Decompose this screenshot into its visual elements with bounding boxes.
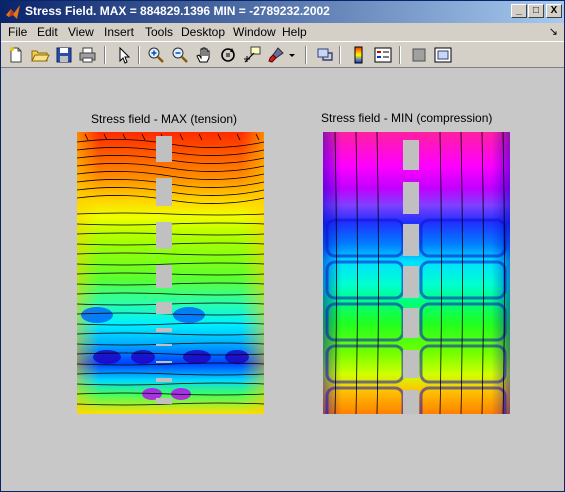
rotate-3d-icon[interactable] — [218, 45, 238, 65]
stress-tick — [122, 133, 127, 141]
stress-band — [419, 260, 507, 300]
stress-line — [77, 362, 264, 366]
figure-toolbar — [1, 41, 564, 68]
menu-tools[interactable]: Tools — [145, 25, 174, 39]
stress-line — [355, 132, 358, 414]
stress-line — [77, 262, 264, 266]
hole — [156, 398, 172, 404]
stress-line — [77, 252, 264, 256]
hole — [156, 378, 172, 382]
stress-line — [439, 132, 442, 414]
toolbar-separator — [305, 46, 307, 64]
stress-tick — [84, 133, 89, 141]
hole — [156, 302, 172, 314]
stress-tick — [198, 133, 203, 141]
colorbar-icon[interactable] — [349, 45, 369, 65]
maximize-button[interactable]: □ — [528, 4, 544, 18]
menu-desktop[interactable]: Desktop — [181, 25, 226, 39]
stress-line — [77, 322, 264, 326]
window-title: Stress Field. MAX = 884829.1396 MIN = -2… — [25, 4, 330, 18]
toolbar-separator — [104, 46, 106, 64]
stress-line — [77, 163, 264, 172]
close-button[interactable]: X — [546, 4, 562, 18]
toolbar-separator — [138, 46, 140, 64]
toolbar-separator — [399, 46, 401, 64]
hole — [403, 140, 419, 170]
menu-view[interactable]: View — [68, 25, 94, 39]
legend-icon[interactable] — [373, 45, 393, 65]
hole — [403, 224, 419, 256]
hole — [403, 390, 419, 414]
stress-line — [77, 352, 264, 356]
stress-tick — [236, 133, 241, 141]
stress-tick — [141, 133, 146, 141]
hole — [156, 136, 172, 162]
menu-window[interactable]: Window — [233, 25, 276, 39]
stress-line — [502, 132, 505, 414]
hole — [156, 328, 172, 332]
hole — [403, 266, 419, 298]
stress-line — [481, 132, 484, 414]
hole — [156, 265, 172, 288]
stress-tick — [103, 133, 108, 141]
hole — [156, 361, 172, 363]
pan-hand-icon[interactable] — [194, 45, 214, 65]
hole — [403, 182, 419, 214]
new-file-icon[interactable] — [6, 45, 26, 65]
stress-line — [77, 212, 264, 216]
stress-band — [419, 344, 507, 384]
toolbar-separator — [339, 46, 341, 64]
print-icon[interactable] — [78, 45, 98, 65]
zoom-in-icon[interactable] — [146, 45, 166, 65]
stress-min-plot[interactable] — [323, 132, 510, 414]
stress-max-plot[interactable] — [77, 132, 264, 414]
stress-band — [419, 218, 507, 258]
stress-line — [77, 171, 264, 180]
stress-line — [77, 382, 264, 386]
figure-canvas[interactable]: Stress field - MAX (tension) Stress fiel… — [1, 68, 564, 491]
stress-line — [460, 132, 463, 414]
menu-help[interactable]: Help — [282, 25, 307, 39]
stress-line — [376, 132, 379, 414]
stress-tick — [179, 133, 184, 141]
stress-line — [77, 332, 264, 336]
hole — [156, 178, 172, 206]
hole — [403, 350, 419, 378]
open-file-icon[interactable] — [30, 45, 50, 65]
hole — [156, 222, 172, 249]
hole — [156, 344, 172, 346]
brush-dropdown-icon[interactable] — [286, 45, 298, 65]
stress-tick — [217, 133, 222, 141]
right-plot-title: Stress field - MIN (compression) — [321, 111, 493, 125]
data-cursor-icon[interactable] — [242, 45, 262, 65]
brush-icon[interactable] — [266, 45, 286, 65]
edit-plot-arrow-icon[interactable] — [114, 45, 134, 65]
stress-band — [419, 302, 507, 342]
stress-line — [334, 132, 337, 414]
save-icon[interactable] — [54, 45, 74, 65]
matlab-logo-icon — [6, 5, 20, 19]
title-bar[interactable]: Stress Field. MAX = 884829.1396 MIN = -2… — [1, 1, 564, 23]
link-plot-icon[interactable] — [315, 45, 335, 65]
stress-line — [77, 292, 264, 296]
show-plot-tools-icon[interactable] — [433, 45, 453, 65]
stress-tick — [255, 133, 260, 141]
zoom-out-icon[interactable] — [170, 45, 190, 65]
left-plot-title: Stress field - MAX (tension) — [91, 112, 238, 126]
menu-bar: File Edit View Insert Tools Desktop Wind… — [1, 23, 564, 41]
stress-band — [419, 386, 507, 414]
hole — [403, 308, 419, 338]
hide-plot-tools-icon[interactable] — [409, 45, 429, 65]
menu-insert[interactable]: Insert — [104, 25, 135, 39]
stress-line — [77, 372, 264, 376]
minimize-button[interactable]: _ — [511, 4, 527, 18]
menu-file[interactable]: File — [8, 25, 28, 39]
dock-arrow-icon[interactable]: ↘ — [548, 26, 558, 38]
menu-edit[interactable]: Edit — [37, 25, 58, 39]
stress-line — [77, 392, 264, 396]
